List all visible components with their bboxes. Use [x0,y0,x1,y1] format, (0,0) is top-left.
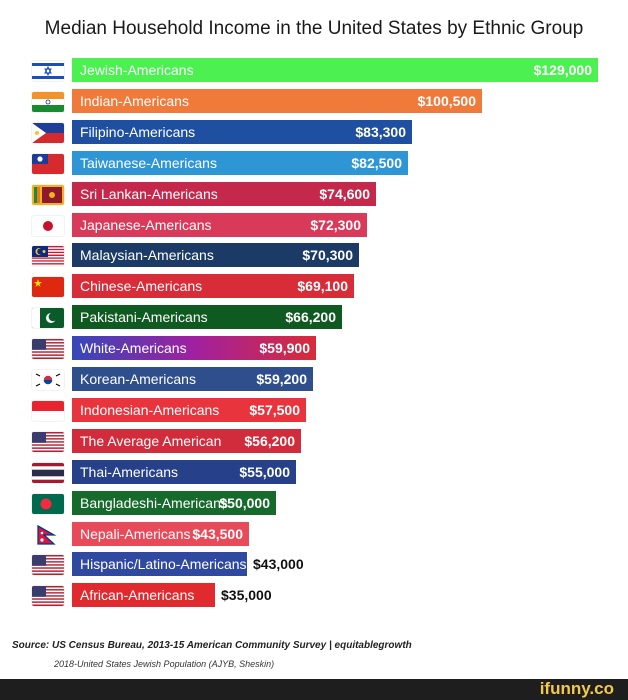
bar-category-label: Filipino-Americans [80,123,196,140]
bar: The Average American $56,200 [72,428,301,453]
china-flag-icon [32,277,64,298]
usa-flag-icon [32,555,64,576]
watermark-bar: ifunny.co [0,679,628,700]
bar-value-label: $50,000 [219,494,270,511]
bar-category-label: Japanese-Americans [80,216,212,233]
chart-row: Korean-Americans $59,200 [0,367,628,393]
malaysia-flag-icon [32,246,64,267]
bar-category-label: Nepali-Americans [80,525,191,542]
india-flag-icon [32,91,64,112]
south-korea-flag-icon [32,370,64,390]
chart-row: Japanese-Americans $72,300 [0,212,628,239]
bar: African-Americans [72,583,215,608]
source-note-secondary: 2018-United States Jewish Population (AJ… [54,659,275,669]
chart-row: African-Americans $35,000 [0,583,628,609]
bar-category-label: Taiwanese-Americans [80,154,217,171]
taiwan-flag-icon [32,153,64,174]
bar: White-Americans $59,900 [72,336,316,361]
bar-category-label: Pakistani-Americans [80,309,208,326]
chart-row: Bangladeshi-Americans $50,000 [0,490,628,517]
bar: Sri Lankan-Americans $74,600 [72,181,376,206]
chart-row: Pakistani-Americans $66,200 [0,305,628,331]
bar: Thai-Americans $55,000 [72,459,296,484]
japan-flag-icon [32,215,64,236]
bar-value-label: $59,200 [256,371,307,387]
bar: Filipino-Americans $83,300 [72,119,412,144]
bar-value-label: $57,500 [249,401,300,418]
chart-row: Chinese-Americans $69,100 [0,274,628,300]
chart-row: The Average American $56,200 [0,428,628,455]
usa-flag-icon [32,339,64,360]
bar-category-label: Thai-Americans [80,463,179,480]
bar-value-label: $100,500 [417,92,476,109]
chart-row: Hispanic/Latino-Americans $43,000 [0,552,628,578]
bar: Malaysian-Americans $70,300 [72,243,359,268]
bar-value-label: $74,600 [319,185,370,202]
bar: Chinese-Americans $69,100 [72,274,354,299]
chart-row: Nepali-Americans $43,500 [0,521,628,548]
chart-row: Sri Lankan-Americans $74,600 [0,181,628,208]
chart-row: Indonesian-Americans $57,500 [0,397,628,424]
chart-row: Jewish-Americans $129,000 [0,58,628,84]
chart-row: Indian-Americans $100,500 [0,88,628,115]
chart-title: Median Household Income in the United St… [44,18,584,39]
bar: Hispanic/Latino-Americans [72,552,247,577]
bar-category-label: Bangladeshi-Americans [80,494,228,511]
bar-value-label: $55,000 [239,463,290,480]
bar-value-label: $129,000 [533,62,592,78]
bar: Taiwanese-Americans $82,500 [72,150,408,175]
bar-value-label: $43,500 [192,525,243,542]
usa-flag-icon [32,586,64,607]
bar-chart: Jewish-Americans $129,000 Indian-Americans… [0,58,628,618]
bar: Jewish-Americans $129,000 [72,58,598,82]
bar-category-label: White-Americans [80,340,187,357]
bar-category-label: Chinese-Americans [80,278,203,295]
bar: Bangladeshi-Americans $50,000 [72,490,276,515]
chart-row: Filipino-Americans $83,300 [0,119,628,146]
chart-row: Thai-Americans $55,000 [0,459,628,486]
bar-category-label: Indian-Americans [80,92,189,109]
usa-flag-icon [32,431,64,452]
bar-category-label: Sri Lankan-Americans [80,185,218,202]
bar: Korean-Americans $59,200 [72,367,313,391]
philippines-flag-icon [32,122,64,143]
bar: Pakistani-Americans $66,200 [72,305,342,330]
bar-value-label: $56,200 [244,432,295,449]
nepal-flag-icon [32,524,64,545]
bar-value-label: $35,000 [221,587,272,604]
chart-row: Malaysian-Americans $70,300 [0,243,628,269]
bar-value-label: $82,500 [351,154,402,171]
bar-value-label: $70,300 [302,247,353,264]
bar-value-label: $66,200 [285,309,336,326]
chart-row: Taiwanese-Americans $82,500 [0,150,628,177]
chart-row: White-Americans $59,900 [0,336,628,362]
bar-category-label: The Average American [80,432,222,449]
bar: Indonesian-Americans $57,500 [72,397,306,422]
bar: Indian-Americans $100,500 [72,88,482,113]
bar-category-label: Korean-Americans [80,371,196,387]
source-note: Source: US Census Bureau, 2013-15 Americ… [12,640,412,651]
sri-lanka-flag-icon [32,184,64,205]
bar-category-label: Indonesian-Americans [80,401,220,418]
bar-category-label: African-Americans [80,587,195,604]
bar-value-label: $59,900 [259,340,310,357]
israel-flag-icon [32,61,64,81]
indonesia-flag-icon [32,400,64,421]
bar-category-label: Jewish-Americans [80,62,194,78]
bar-value-label: $43,000 [253,556,304,573]
bangladesh-flag-icon [32,493,64,514]
bar-category-label: Malaysian-Americans [80,247,214,264]
pakistan-flag-icon [32,308,64,329]
thailand-flag-icon [32,462,64,483]
bar: Japanese-Americans $72,300 [72,212,367,237]
bar-value-label: $72,300 [310,216,361,233]
bar-value-label: $83,300 [355,123,406,140]
brand-logo[interactable]: ifunny.co [539,679,614,698]
bar-value-label: $69,100 [297,278,348,295]
bar: Nepali-Americans $43,500 [72,521,249,546]
bar-category-label: Hispanic/Latino-Americans [80,556,247,573]
